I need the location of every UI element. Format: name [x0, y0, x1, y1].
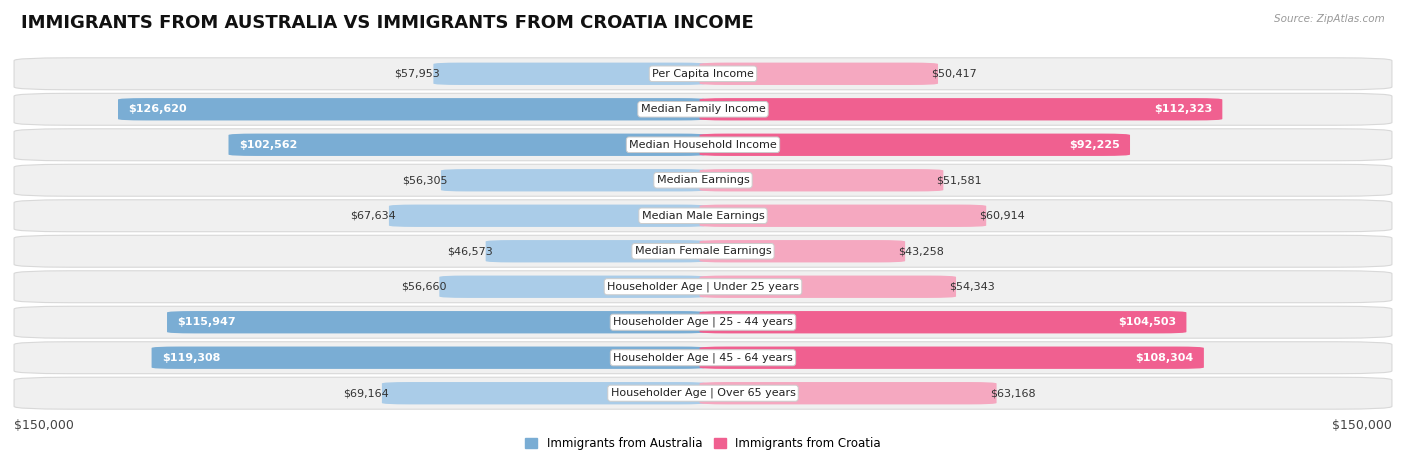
FancyBboxPatch shape	[382, 382, 706, 404]
FancyBboxPatch shape	[700, 276, 956, 298]
Text: Per Capita Income: Per Capita Income	[652, 69, 754, 79]
Text: Householder Age | Under 25 years: Householder Age | Under 25 years	[607, 282, 799, 292]
Text: $57,953: $57,953	[395, 69, 440, 79]
Text: Median Male Earnings: Median Male Earnings	[641, 211, 765, 221]
Text: Median Family Income: Median Family Income	[641, 104, 765, 114]
FancyBboxPatch shape	[389, 205, 706, 227]
FancyBboxPatch shape	[700, 347, 1204, 369]
Text: Householder Age | 25 - 44 years: Householder Age | 25 - 44 years	[613, 317, 793, 327]
Text: IMMIGRANTS FROM AUSTRALIA VS IMMIGRANTS FROM CROATIA INCOME: IMMIGRANTS FROM AUSTRALIA VS IMMIGRANTS …	[21, 14, 754, 32]
Text: $115,947: $115,947	[177, 317, 236, 327]
FancyBboxPatch shape	[14, 164, 1392, 196]
FancyBboxPatch shape	[700, 98, 1222, 120]
FancyBboxPatch shape	[700, 63, 938, 85]
FancyBboxPatch shape	[700, 205, 986, 227]
FancyBboxPatch shape	[14, 129, 1392, 161]
Text: $56,305: $56,305	[402, 175, 449, 185]
Text: $102,562: $102,562	[239, 140, 297, 150]
FancyBboxPatch shape	[229, 134, 706, 156]
FancyBboxPatch shape	[14, 58, 1392, 90]
FancyBboxPatch shape	[14, 200, 1392, 232]
FancyBboxPatch shape	[700, 382, 997, 404]
FancyBboxPatch shape	[441, 169, 706, 191]
FancyBboxPatch shape	[14, 271, 1392, 303]
Text: Householder Age | Over 65 years: Householder Age | Over 65 years	[610, 388, 796, 398]
Text: $63,168: $63,168	[990, 388, 1035, 398]
FancyBboxPatch shape	[439, 276, 706, 298]
Text: Median Household Income: Median Household Income	[628, 140, 778, 150]
FancyBboxPatch shape	[14, 235, 1392, 267]
Text: $50,417: $50,417	[931, 69, 977, 79]
Text: $126,620: $126,620	[128, 104, 187, 114]
Text: $112,323: $112,323	[1154, 104, 1212, 114]
Text: $60,914: $60,914	[980, 211, 1025, 221]
FancyBboxPatch shape	[152, 347, 706, 369]
FancyBboxPatch shape	[700, 240, 905, 262]
Text: $119,308: $119,308	[162, 353, 221, 363]
Text: $104,503: $104,503	[1118, 317, 1175, 327]
FancyBboxPatch shape	[700, 311, 1187, 333]
Text: $108,304: $108,304	[1135, 353, 1194, 363]
Text: $43,258: $43,258	[898, 246, 943, 256]
Text: $56,660: $56,660	[401, 282, 446, 292]
Text: $67,634: $67,634	[350, 211, 396, 221]
FancyBboxPatch shape	[118, 98, 706, 120]
FancyBboxPatch shape	[14, 377, 1392, 409]
Text: Source: ZipAtlas.com: Source: ZipAtlas.com	[1274, 14, 1385, 24]
Legend: Immigrants from Australia, Immigrants from Croatia: Immigrants from Australia, Immigrants fr…	[520, 432, 886, 455]
FancyBboxPatch shape	[700, 134, 1130, 156]
FancyBboxPatch shape	[14, 93, 1392, 125]
FancyBboxPatch shape	[14, 306, 1392, 338]
Text: $69,164: $69,164	[343, 388, 389, 398]
Text: Median Female Earnings: Median Female Earnings	[634, 246, 772, 256]
Text: $150,000: $150,000	[14, 419, 75, 432]
Text: $51,581: $51,581	[936, 175, 981, 185]
Text: Median Earnings: Median Earnings	[657, 175, 749, 185]
FancyBboxPatch shape	[485, 240, 706, 262]
Text: $54,343: $54,343	[949, 282, 995, 292]
FancyBboxPatch shape	[700, 169, 943, 191]
FancyBboxPatch shape	[14, 342, 1392, 374]
Text: $46,573: $46,573	[447, 246, 492, 256]
FancyBboxPatch shape	[433, 63, 706, 85]
Text: Householder Age | 45 - 64 years: Householder Age | 45 - 64 years	[613, 353, 793, 363]
Text: $150,000: $150,000	[1331, 419, 1392, 432]
Text: $92,225: $92,225	[1069, 140, 1119, 150]
FancyBboxPatch shape	[167, 311, 706, 333]
